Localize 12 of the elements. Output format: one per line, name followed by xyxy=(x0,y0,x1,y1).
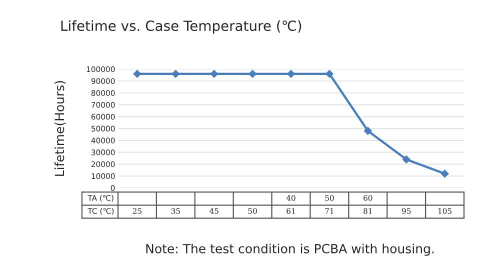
point xyxy=(364,126,372,135)
point xyxy=(210,70,218,78)
point xyxy=(287,70,295,78)
point xyxy=(172,70,180,78)
y-axis-title: Lifetime(Hours) xyxy=(54,81,66,176)
chart-title: Lifetime vs. Case Temperature (℃) xyxy=(61,20,302,34)
point xyxy=(402,155,410,164)
point xyxy=(440,170,449,178)
point xyxy=(248,70,257,78)
text: Note: The test condition is PCBA with housing. xyxy=(146,244,434,256)
point xyxy=(133,70,142,78)
point xyxy=(325,70,334,78)
